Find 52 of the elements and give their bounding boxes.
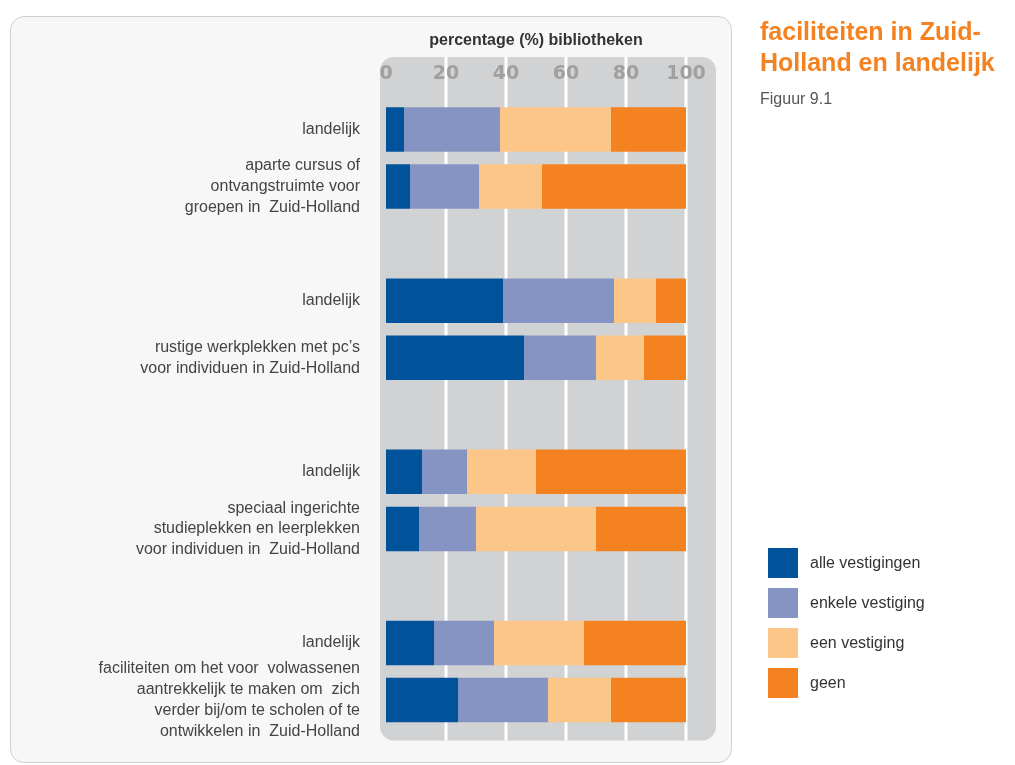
- text: Figuur 9.1: [760, 90, 833, 108]
- bar: [386, 449, 422, 495]
- legend-label: alle vestigingen: [810, 554, 921, 572]
- bar: [386, 278, 503, 323]
- y-tick-label: landelijk: [302, 291, 361, 309]
- bar: [476, 506, 596, 552]
- bar: [404, 107, 500, 152]
- y-tick-label: rustige werkplekken met pc’s voor individuen in Zuid-Holland: [140, 337, 360, 376]
- bar: [542, 164, 686, 209]
- bar: [536, 449, 686, 495]
- bar: [548, 677, 611, 723]
- bar: [524, 335, 596, 380]
- bar: [386, 677, 458, 723]
- x-tick-label: 40: [492, 60, 520, 83]
- bar: [644, 335, 686, 380]
- bar: [386, 620, 434, 666]
- bar: [386, 164, 410, 209]
- bar: [419, 506, 476, 552]
- x-tick-label: 100: [666, 60, 706, 83]
- bar: [386, 506, 419, 552]
- text: faciliteiten in Zuid- Holland en landelijk: [760, 16, 995, 78]
- legend-label: een vestiging: [810, 634, 905, 652]
- bar: [467, 449, 536, 495]
- x-tick-label: 80: [612, 60, 640, 83]
- bar: [656, 278, 686, 323]
- bar: [386, 107, 404, 152]
- bar: [386, 335, 524, 380]
- bar: [434, 620, 494, 666]
- x-axis-title: percentage (%) bibliotheken: [429, 31, 643, 49]
- bar: [614, 278, 656, 323]
- bar: [479, 164, 542, 209]
- bar: [500, 107, 611, 152]
- bar: [503, 278, 614, 323]
- y-tick-label: faciliteiten om het voor volwassenen aantrekkelijk te maken om zich verder bij/om te scholen of te ontwikkelen in Zuid-Holland: [98, 659, 361, 739]
- bar: [596, 335, 644, 380]
- bar: [458, 677, 548, 723]
- legend-label: geen: [810, 674, 846, 692]
- bar: [611, 107, 686, 152]
- y-tick-label: landelijk: [302, 462, 361, 480]
- bar: [584, 620, 686, 666]
- bar: [611, 677, 686, 723]
- x-tick-label: 60: [552, 60, 580, 83]
- y-tick-label: landelijk: [302, 633, 361, 651]
- legend-label: enkele vestiging: [810, 594, 925, 612]
- x-tick-label: 20: [432, 60, 460, 83]
- bar: [494, 620, 584, 666]
- bar: [410, 164, 479, 209]
- bar: [596, 506, 686, 552]
- y-tick-label: speciaal ingerichte studieplekken en leerplekken voor individuen in Zuid-Holland: [135, 498, 361, 558]
- y-tick-label: aparte cursus of ontvangstruimte voor groepen in Zuid-Holland: [184, 156, 361, 215]
- bar: [422, 449, 467, 495]
- y-tick-label: landelijk: [302, 119, 361, 137]
